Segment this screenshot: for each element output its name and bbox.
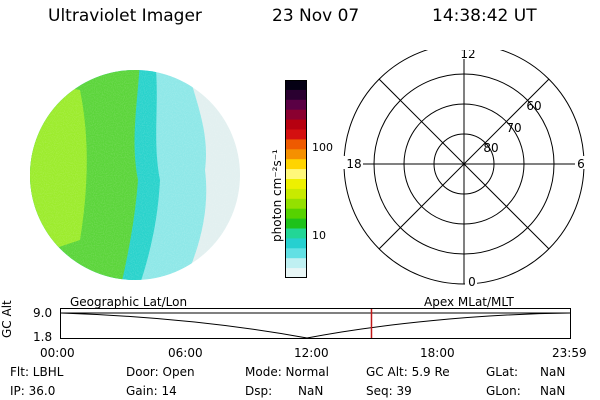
image-disk: [30, 70, 240, 280]
colorbar-cell: [285, 129, 307, 140]
colorbar-cell: [285, 179, 307, 190]
colorbar-cell: [285, 99, 307, 111]
dsp-value: NaN: [298, 384, 324, 398]
date-label: 23 Nov 07: [272, 6, 360, 26]
colorbar-cell: [285, 258, 307, 269]
mlt-label-0: 0: [468, 275, 476, 289]
colorbar-cell: [285, 248, 307, 259]
colorbar-unit-label: photon cm⁻²s⁻¹: [270, 149, 284, 242]
xtick-0600: 06:00: [168, 346, 203, 360]
mode-info: Mode: Normal: [245, 365, 329, 379]
glat-label: GLat:: [486, 365, 519, 379]
colorbar-cell: [285, 80, 307, 91]
ip-info: IP: 36.0: [10, 384, 56, 398]
colorbar-cell: [285, 228, 307, 239]
colorbar-cell: [285, 109, 307, 121]
colorbar-cell: [285, 169, 307, 180]
lat-label-70: 70: [506, 121, 521, 135]
xtick-0000: 00:00: [40, 346, 75, 360]
ytick-9: 9.0: [33, 306, 53, 320]
timeline-ylabel: GC Alt: [0, 300, 14, 338]
colorbar-cell: [285, 188, 307, 200]
colorbar: [285, 80, 307, 278]
colorbar-cell: [285, 218, 307, 230]
colorbar-cell: [285, 139, 307, 150]
colorbar-cell: [285, 198, 307, 210]
gain-info: Gain: 14: [126, 384, 177, 398]
timeline-panel[interactable]: [60, 308, 575, 340]
polar-grid: 12 0 18 6 60 70 80: [343, 50, 587, 289]
ytick-1-8: 1.8: [33, 330, 53, 344]
mlt-label-18: 18: [346, 157, 361, 171]
lat-label-60: 60: [526, 99, 541, 113]
glat-value: NaN: [540, 365, 566, 379]
xtick-1200: 12:00: [294, 346, 329, 360]
colorbar-cell: [285, 208, 307, 220]
mlt-label-6: 6: [577, 157, 585, 171]
colorbar-cell: [285, 149, 307, 160]
colorbar-cell: [285, 159, 307, 170]
dsp-label: Dsp:: [245, 384, 273, 398]
door-info: Door: Open: [126, 365, 195, 379]
mlt-label-12: 12: [460, 50, 475, 61]
glon-value: NaN: [540, 384, 566, 398]
instrument-title: Ultraviolet Imager: [48, 6, 202, 26]
xtick-2359: 23:59: [552, 346, 587, 360]
colorbar-cell: [285, 238, 307, 249]
auroral-image: [30, 70, 240, 280]
xtick-1800: 18:00: [420, 346, 455, 360]
colorbar-cell: [285, 89, 307, 101]
time-label: 14:38:42 UT: [432, 6, 537, 26]
gc-alt-info: GC Alt: 5.9 Re: [366, 365, 450, 379]
colorbar-cell: [285, 268, 307, 278]
apex-label: Apex MLat/MLT: [424, 295, 514, 309]
lat-label-80: 80: [483, 141, 498, 155]
altitude-curve: [60, 312, 571, 339]
filter-info: Flt: LBHL: [10, 365, 64, 379]
seq-info: Seq: 39: [366, 384, 412, 398]
colorbar-tick-10: 10: [312, 229, 326, 242]
colorbar-cell: [285, 119, 307, 131]
colorbar-tick-100: 100: [312, 141, 333, 154]
glon-label: GLon:: [486, 384, 521, 398]
geographic-label: Geographic Lat/Lon: [70, 295, 188, 309]
